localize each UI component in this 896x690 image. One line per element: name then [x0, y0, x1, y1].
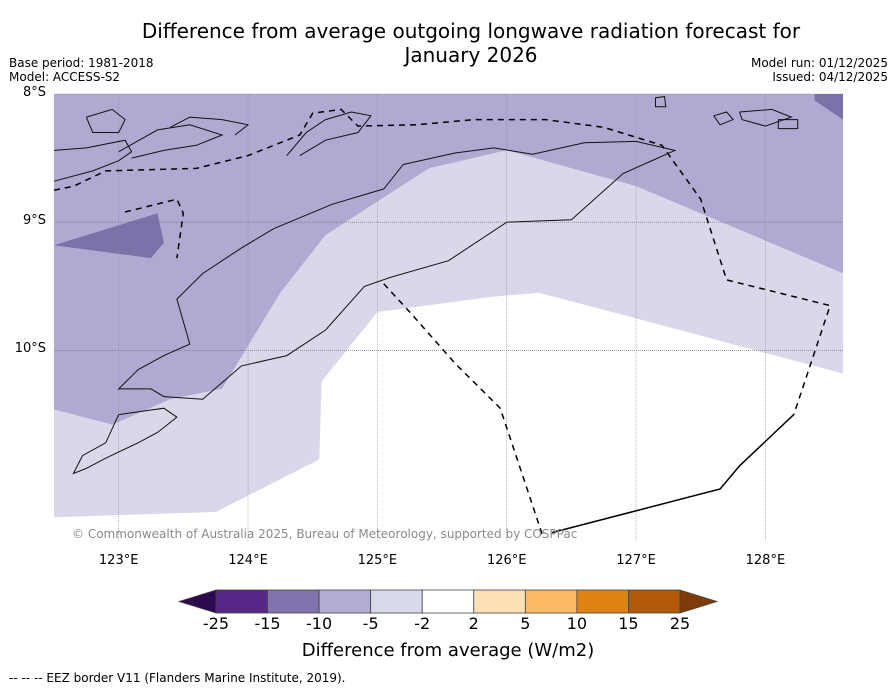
colorbar-bin [267, 589, 320, 614]
lat-tick-label: 8°S [22, 85, 46, 100]
lon-tick-label: 128°E [745, 553, 786, 568]
colorbar-tick-label: -10 [306, 614, 333, 633]
colorbar-bin [628, 589, 681, 614]
colorbar-tick-label: -2 [414, 614, 431, 633]
colorbar-bin [370, 589, 423, 614]
model-name: Model: ACCESS-S2 [9, 70, 121, 84]
colorbar-bin [318, 589, 372, 614]
anomaly-neg15-neg10-region [54, 213, 164, 259]
coastline [655, 96, 667, 108]
coastline [170, 116, 250, 136]
meta-left: Base period: 1981-2018 Model: ACCESS-S2 [9, 56, 154, 84]
colorbar-bin [421, 589, 475, 614]
coastline [53, 139, 133, 182]
coastlines [53, 96, 799, 475]
colorbar-label: Difference from average (W/m2) [301, 640, 595, 661]
eez-border-dashed [53, 108, 832, 415]
eez-border-dashed [124, 198, 185, 259]
coastline [777, 119, 799, 130]
coastline [713, 111, 734, 126]
eez-border-dashed [383, 283, 544, 537]
colorbar-bin [473, 589, 526, 614]
copyright-notice: © Commonwealth of Australia 2025, Bureau… [72, 527, 578, 541]
colorbar-tick-label: -15 [254, 614, 281, 633]
colorbar-tick-label: -25 [202, 614, 230, 633]
colorbar-over-arrow [679, 589, 719, 614]
anomaly-neg15-neg10-ne-region [814, 94, 843, 120]
title-line-2: January 2026 [404, 43, 538, 67]
model-run: Model run: 01/12/2025 [750, 56, 888, 70]
anomaly-regions [54, 94, 843, 518]
coastline [118, 124, 224, 159]
base-period: Base period: 1981-2018 [9, 56, 154, 70]
eez-borders [53, 108, 832, 537]
lat-tick-label: 9°S [22, 213, 46, 229]
lon-tick-label: 124°E [228, 553, 268, 568]
colorbar-tick-label: 5 [520, 614, 531, 633]
anomaly-neg10-neg5-region [54, 94, 843, 425]
meta-right: Model run: 01/12/2025 Issued: 04/12/2025 [751, 56, 888, 84]
issued-date: Issued: 04/12/2025 [772, 70, 888, 84]
lon-tick-label: 126°E [486, 553, 527, 568]
eez-footnote: -- -- -- EEZ border V11 (Flanders Marine… [9, 671, 346, 685]
lat-tick-label: 10°S [14, 341, 46, 357]
colorbar-bin [576, 589, 629, 614]
gridlines [54, 93, 843, 542]
eez-border-solid [551, 414, 795, 534]
lon-tick-label: 127°E [616, 553, 656, 568]
coastline [286, 111, 372, 157]
coastline [117, 140, 677, 400]
chart-title: Difference from average outgoing longwav… [0, 19, 896, 67]
colorbar-tick-label: 10 [566, 614, 588, 633]
colorbar-tick-label: 15 [618, 614, 639, 633]
colorbar-bin [524, 589, 578, 614]
colorbar-bin [215, 589, 268, 614]
coastline [72, 407, 178, 475]
anomaly-neg5-neg2-region [54, 150, 843, 518]
coastline [85, 108, 126, 133]
title-line-1: Difference from average outgoing longwav… [141, 19, 801, 43]
lon-tick-label: 125°E [357, 553, 398, 568]
lon-tick-label: 123°E [98, 553, 139, 568]
colorbar-under-arrow [177, 589, 217, 614]
colorbar-tick-label: -5 [362, 614, 379, 633]
colorbar-tick-label: 2 [468, 614, 479, 633]
colorbar-tick-label: 25 [669, 614, 691, 633]
